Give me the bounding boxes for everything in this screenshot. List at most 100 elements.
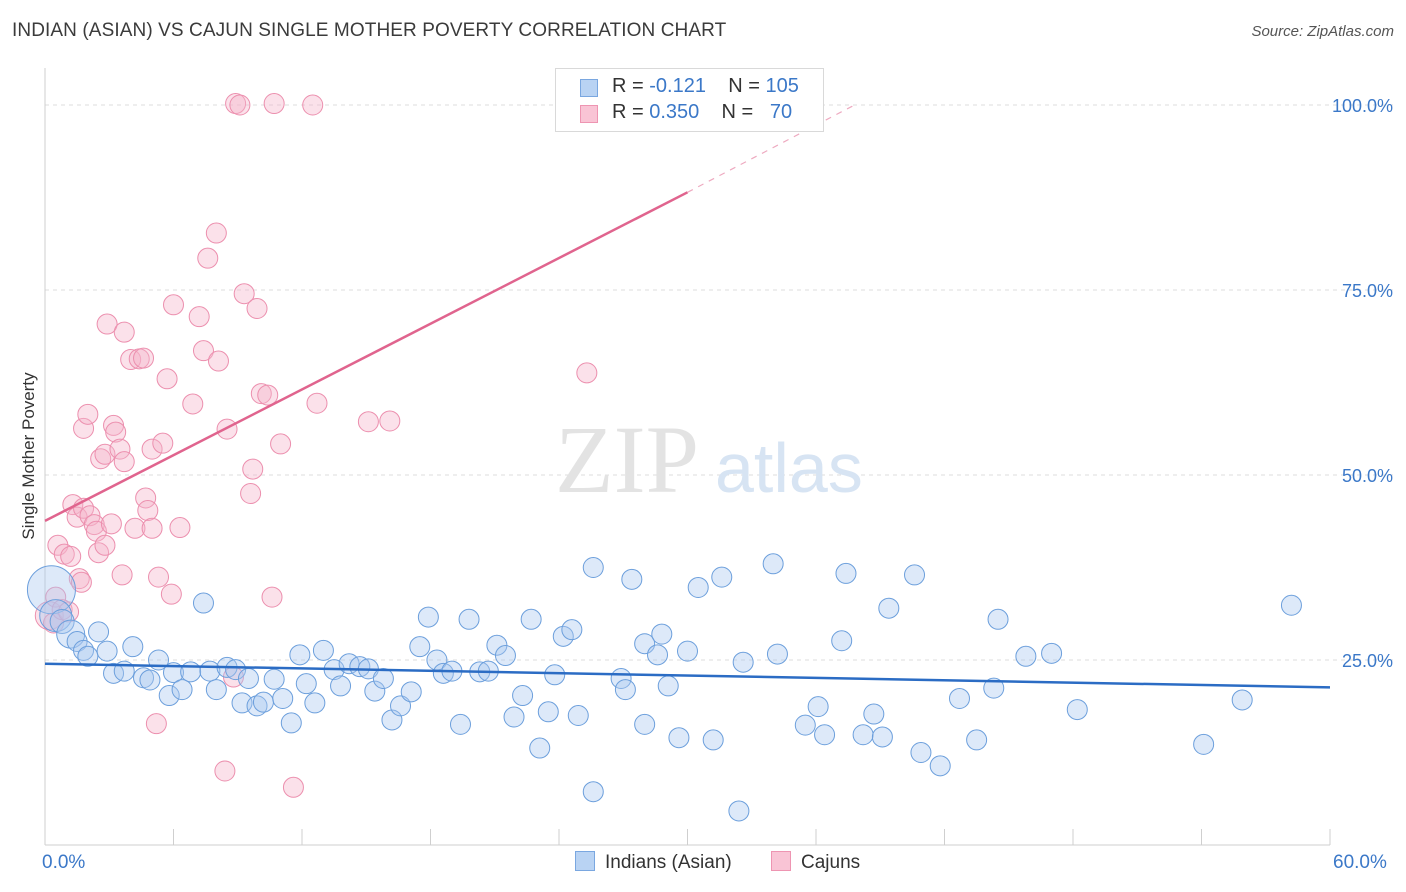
chart-title: INDIAN (ASIAN) VS CAJUN SINGLE MOTHER PO… [12,20,727,41]
data-point [205,222,227,244]
legend-item-cajuns: Cajuns [771,851,860,874]
data-point [576,362,598,384]
data-point [60,545,82,567]
data-point [702,729,724,751]
data-point [246,695,268,717]
data-point [904,564,926,586]
data-point [141,438,163,460]
data-point [417,606,439,628]
grid-lines [45,104,1393,661]
stats-text-indians: R = -0.121 N = 105 [612,75,799,98]
data-point [105,421,127,443]
data-point [152,432,174,454]
data-point [257,384,279,406]
n-label: N = [721,101,754,123]
data-point [237,668,259,689]
data-point [449,713,471,735]
data-point [280,712,302,734]
data-point [34,601,64,631]
data-point [156,368,178,390]
data-point [863,703,885,725]
y-tick-labels: 25.0% 50.0% 75.0% 100.0% [1332,96,1393,671]
data-point [163,662,184,684]
data-point [304,692,326,714]
y-tick-label: 75.0% [1342,281,1393,301]
data-point [852,724,874,746]
data-point [647,644,669,666]
data-point [139,669,161,691]
data-point [520,608,542,630]
data-point [651,623,673,645]
data-point [113,451,135,473]
stats-text-cajuns: R = 0.350 N = 70 [612,101,792,124]
data-point [349,656,371,678]
data-point [544,664,566,686]
data-point [70,571,92,593]
y-tick-label: 25.0% [1342,651,1393,671]
chart-source: Source: ZipAtlas.com [1251,23,1394,40]
data-point [330,675,352,697]
n-value-cajuns: 70 [769,101,793,123]
data-point [537,701,559,723]
cajuns-trend-line [44,191,689,522]
data-point [567,705,589,726]
data-point [77,403,99,425]
data-point [171,679,193,701]
data-point [252,691,274,713]
data-point [364,680,386,702]
data-point [229,94,251,116]
data-point [1193,733,1215,755]
data-point [503,706,525,728]
data-point [96,640,118,662]
legend-swatch-cajuns [771,851,791,871]
data-point [188,306,210,328]
data-point [668,727,690,749]
data-point [124,517,146,539]
data-point [302,94,324,116]
y-axis-label: Single Mother Poverty [19,372,38,540]
watermark: ZIP atlas [555,406,863,513]
data-point [657,675,679,697]
indians-swatch [580,79,598,97]
indians-trend-line [44,662,1331,689]
data-point [494,645,516,667]
data-point [1066,699,1088,721]
data-point [263,93,285,115]
data-point [197,247,219,269]
data-point [207,350,229,372]
data-point [214,760,236,782]
data-point [400,681,422,703]
data-point [732,651,754,673]
data-point [766,643,788,665]
data-point [1280,594,1302,616]
data-point [270,433,292,455]
data-point [312,639,334,661]
legend-item-indians-asian: Indians (Asian) [575,851,732,874]
data-point [295,673,317,695]
data-point [199,660,221,682]
data-point [379,410,401,432]
data-point [794,714,816,736]
indians-asian-points [26,553,1302,822]
data-point [289,644,311,666]
data-point [49,609,75,635]
data-point [263,668,285,690]
data-point [205,679,227,701]
data-point [728,800,750,822]
data-point [137,500,159,522]
r-value-indians: -0.121 [649,75,706,97]
data-point [390,695,412,717]
data-point [141,517,163,539]
data-point [111,564,133,586]
data-point [1015,645,1037,667]
y-tick-label: 100.0% [1332,96,1393,116]
data-point [871,726,893,748]
data-point [357,411,379,433]
data-point [148,566,170,588]
y-tick-label: 50.0% [1342,466,1393,486]
x-axis-min-label: 0.0% [42,852,86,873]
data-point [180,661,202,683]
data-point [90,448,112,470]
r-label: R = [612,101,644,123]
